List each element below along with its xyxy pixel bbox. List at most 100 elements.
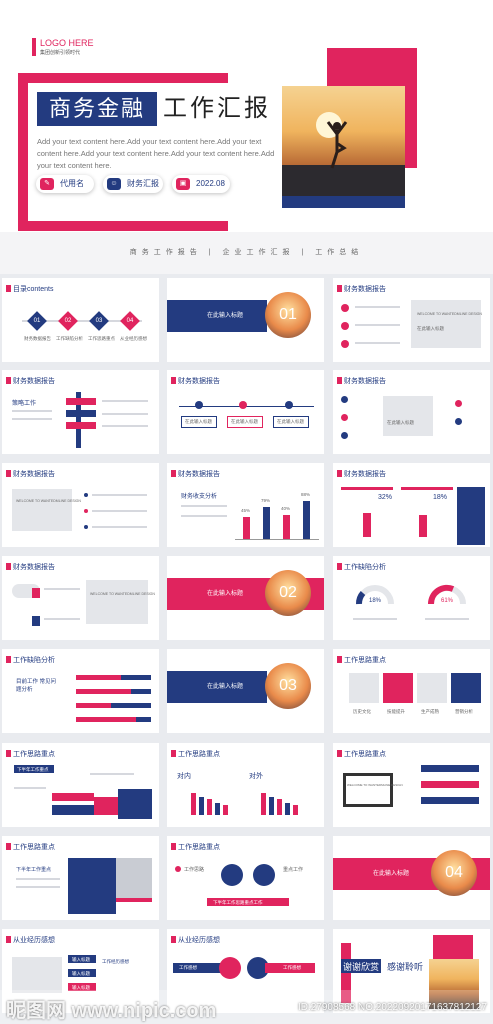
slide-idea-1: 工作思路重点 历史文化 技能提升 生产成熟 营销分析 xyxy=(333,649,490,733)
slide-element: 工作思路 xyxy=(184,867,205,873)
slide-element xyxy=(167,671,267,703)
watermark-id: ID:27908568 NO:20220920171637812127 xyxy=(297,1002,487,1013)
slide-idea-3: 工作思路重点 对内 对外 xyxy=(167,743,324,827)
slide-element: 工作思路重点 xyxy=(6,749,55,759)
slide-element xyxy=(52,793,94,801)
slide-element: 工作思路重点 xyxy=(337,749,386,759)
slide-element xyxy=(86,580,148,624)
watermark-logo: 昵图网 www.nipic.com xyxy=(6,1000,217,1022)
subtitle-strip: 商务工作报告 | 企业工作汇报 | 工作总结 xyxy=(0,232,493,274)
slide-section-03: 在此输入标题 03 xyxy=(167,649,324,733)
slide-element: 从业经历感想 xyxy=(6,935,55,945)
slide-element xyxy=(341,959,381,973)
slide-element: 在此输入标题 xyxy=(387,420,414,425)
slide-element xyxy=(76,675,121,680)
slide-gap-1: 工作缺陷分析 18% 61% xyxy=(333,556,490,640)
cover-yoga-photo xyxy=(282,86,405,199)
slide-finance-6: 财务数据报告 财务收支分析 45% 79% 40% 88% xyxy=(167,463,324,547)
contents-label: 工作缺陷分析 xyxy=(56,336,83,341)
section-number: 04 xyxy=(431,850,477,896)
slide-element xyxy=(90,773,134,775)
slide-element: 输入标题 xyxy=(72,957,90,962)
slide-element xyxy=(253,864,275,886)
contents-item: 02 xyxy=(58,311,78,331)
contents-item: 03 xyxy=(89,311,109,331)
slide-element xyxy=(131,689,151,694)
slide-finance-7: 财务数据报告 32% 18% xyxy=(333,463,490,547)
slide-element xyxy=(285,401,293,409)
slide-element: WELCOME TO WANTEDMLINE DESIGN xyxy=(16,499,81,503)
gauge-61-icon xyxy=(427,584,466,605)
slide-element: 在此输入标题 xyxy=(185,419,212,424)
slide-element: 88% xyxy=(301,492,311,497)
slide-element xyxy=(425,618,469,620)
slide-element xyxy=(355,306,400,308)
slide-element xyxy=(341,322,349,330)
sea-shape xyxy=(282,165,405,199)
slide-element xyxy=(383,396,433,436)
slide-element: 在此输入标题 xyxy=(373,871,410,877)
slide-element xyxy=(401,487,453,490)
slide-element xyxy=(68,955,96,963)
slide-element xyxy=(68,983,96,991)
slide-experience-2: 从业经历感想 工作感想 工作感想 xyxy=(167,929,324,1013)
slide-element: 工作思路重点 xyxy=(171,749,220,759)
slide-finance-1: 财务数据报告 WELCOME TO WANTEDMLINE DESIGN 在此输… xyxy=(333,278,490,362)
date-pill: ▣ 2022.08 xyxy=(172,175,230,193)
slide-element xyxy=(261,793,266,815)
slide-element: 财务数据报告 xyxy=(6,376,55,386)
slide-element xyxy=(343,773,393,807)
logo-text: LOGO HERE xyxy=(40,38,94,48)
slide-element: 重点工作 xyxy=(283,867,304,873)
slide-element xyxy=(66,398,96,405)
slide-element: WELCOME TO WANTEDMLINE DESIGN xyxy=(347,783,403,787)
slide-experience-1: 从业经历感想 输入标题 输入标题 输入标题 工作经历感想 xyxy=(2,929,159,1013)
slide-element: 2022.08 xyxy=(196,179,225,188)
slide-element: 工作缺陷分析 xyxy=(6,655,55,665)
slide-element xyxy=(84,493,88,497)
slide-element xyxy=(215,803,220,815)
slide-element: 在此输入标题 xyxy=(207,684,244,690)
slide-element xyxy=(92,526,147,528)
slide-element: 财务数据报告 xyxy=(337,469,386,479)
slide-element: 感谢聆听 xyxy=(387,962,424,972)
slide-element xyxy=(102,425,148,427)
slide-element xyxy=(195,401,203,409)
chat-icon: ✎ xyxy=(40,178,54,190)
slide-element: WELCOME TO WANTEDMLINE DESIGN xyxy=(417,312,482,316)
contents-label: 工作思路重点 xyxy=(88,336,115,341)
slide-finance-2: 财务数据报告 策略工作 xyxy=(2,370,159,454)
slide-element xyxy=(32,616,40,626)
slide-idea-2: 工作思路重点 下半年工作重点 xyxy=(2,743,159,827)
slide-element: 在此输入标题 01 xyxy=(167,292,324,338)
slide-element xyxy=(102,413,148,415)
slide-element xyxy=(175,866,181,872)
slide-element xyxy=(16,878,60,880)
slide-element: 工作思路重点 xyxy=(337,655,386,665)
cover-body-text: Add your text content here.Add your text… xyxy=(37,137,275,170)
slide-contents: 目录contents 01 02 03 04 财务数据报告 工作缺陷分析 工作思… xyxy=(2,278,159,362)
slide-idea-5: 工作思路重点 下半年工作重点 xyxy=(2,836,159,920)
slide-element: 79% xyxy=(261,498,271,503)
cover-slide: LOGO HERE 集团创新引领时代 商务金融 工作汇报 Add your te… xyxy=(0,0,493,232)
slide-element xyxy=(84,525,88,529)
slide-element xyxy=(455,418,462,425)
slide-idea-6: 工作思路重点 工作思路 重点工作 下半年工作思路重点工作 xyxy=(167,836,324,920)
slide-heading: 目录contents xyxy=(6,284,53,294)
watermark-bar: 昵图网 www.nipic.com ID:27908568 NO:2022092… xyxy=(0,990,493,1024)
slide-finance-8: 财务数据报告 WELCOME TO WANTEDMLINE DESIGN xyxy=(2,556,159,640)
slide-element: 03 xyxy=(95,318,103,324)
slide-element: 策略工作 xyxy=(12,401,37,407)
slide-element xyxy=(68,969,96,977)
gauge-18-icon xyxy=(356,585,394,605)
slide-element: 工作缺陷分析 xyxy=(337,562,386,572)
slide-element xyxy=(303,501,310,539)
slide-element xyxy=(199,797,204,815)
slide-element xyxy=(14,787,46,789)
cover-title: 工作汇报 xyxy=(163,95,271,122)
slide-element: 从业经历感想 xyxy=(171,935,220,945)
slide-idea-4: 工作思路重点 WELCOME TO WANTEDMLINE DESIGN xyxy=(333,743,490,827)
slide-element xyxy=(181,416,217,428)
slide-element: 代用名 xyxy=(60,179,84,188)
